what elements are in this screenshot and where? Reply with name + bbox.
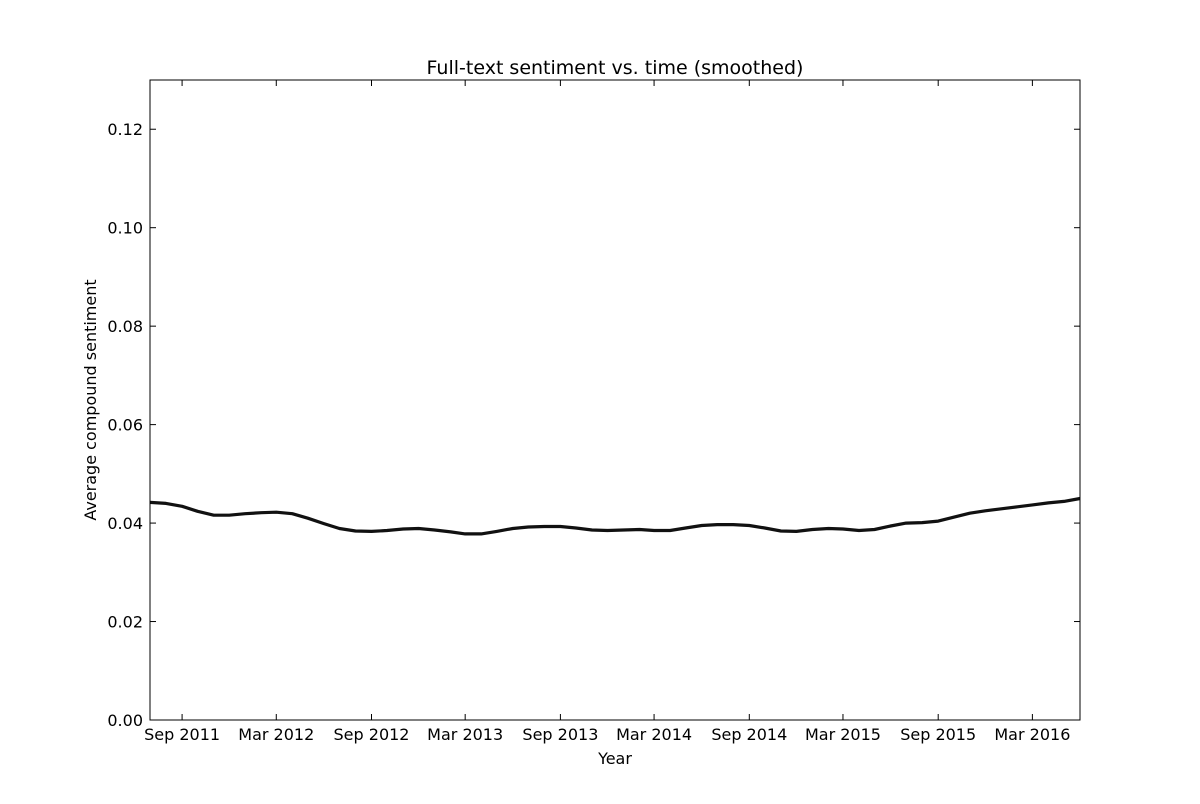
y-tick-label: 0.12 — [107, 120, 143, 139]
x-tick-label: Mar 2012 — [238, 725, 314, 744]
x-tick-label: Mar 2013 — [427, 725, 503, 744]
x-tick-label: Mar 2015 — [805, 725, 881, 744]
x-tick-label: Sep 2013 — [522, 725, 598, 744]
x-tick-label: Sep 2012 — [334, 725, 410, 744]
y-tick-label: 0.04 — [107, 514, 143, 533]
y-tick-label: 0.10 — [107, 219, 143, 238]
x-tick-label: Sep 2014 — [711, 725, 787, 744]
x-tick-label: Sep 2015 — [900, 725, 976, 744]
series-line — [149, 496, 1081, 536]
y-tick-label: 0.08 — [107, 317, 143, 336]
x-tick-label: Mar 2014 — [616, 725, 692, 744]
plot-frame — [149, 79, 1081, 721]
x-axis-label: Year — [597, 749, 632, 768]
y-axis-label: Average compound sentiment — [81, 279, 100, 520]
chart-title: Full-text sentiment vs. time (smoothed) — [427, 57, 804, 79]
y-tick-label: 0.00 — [107, 711, 143, 730]
y-tick-label: 0.06 — [107, 416, 143, 435]
x-tick-label: Mar 2016 — [994, 725, 1070, 744]
x-axis: Sep 2011 Mar 2012 Sep 2012 Mar 2013 Sep 2013… — [144, 80, 1070, 744]
x-tick-label: Sep 2011 — [144, 725, 220, 744]
y-axis: 0.00 0.02 0.04 0.06 0.08 0.10 0.12 — [107, 120, 1080, 730]
series-group — [149, 496, 1081, 536]
y-tick-label: 0.02 — [107, 613, 143, 632]
